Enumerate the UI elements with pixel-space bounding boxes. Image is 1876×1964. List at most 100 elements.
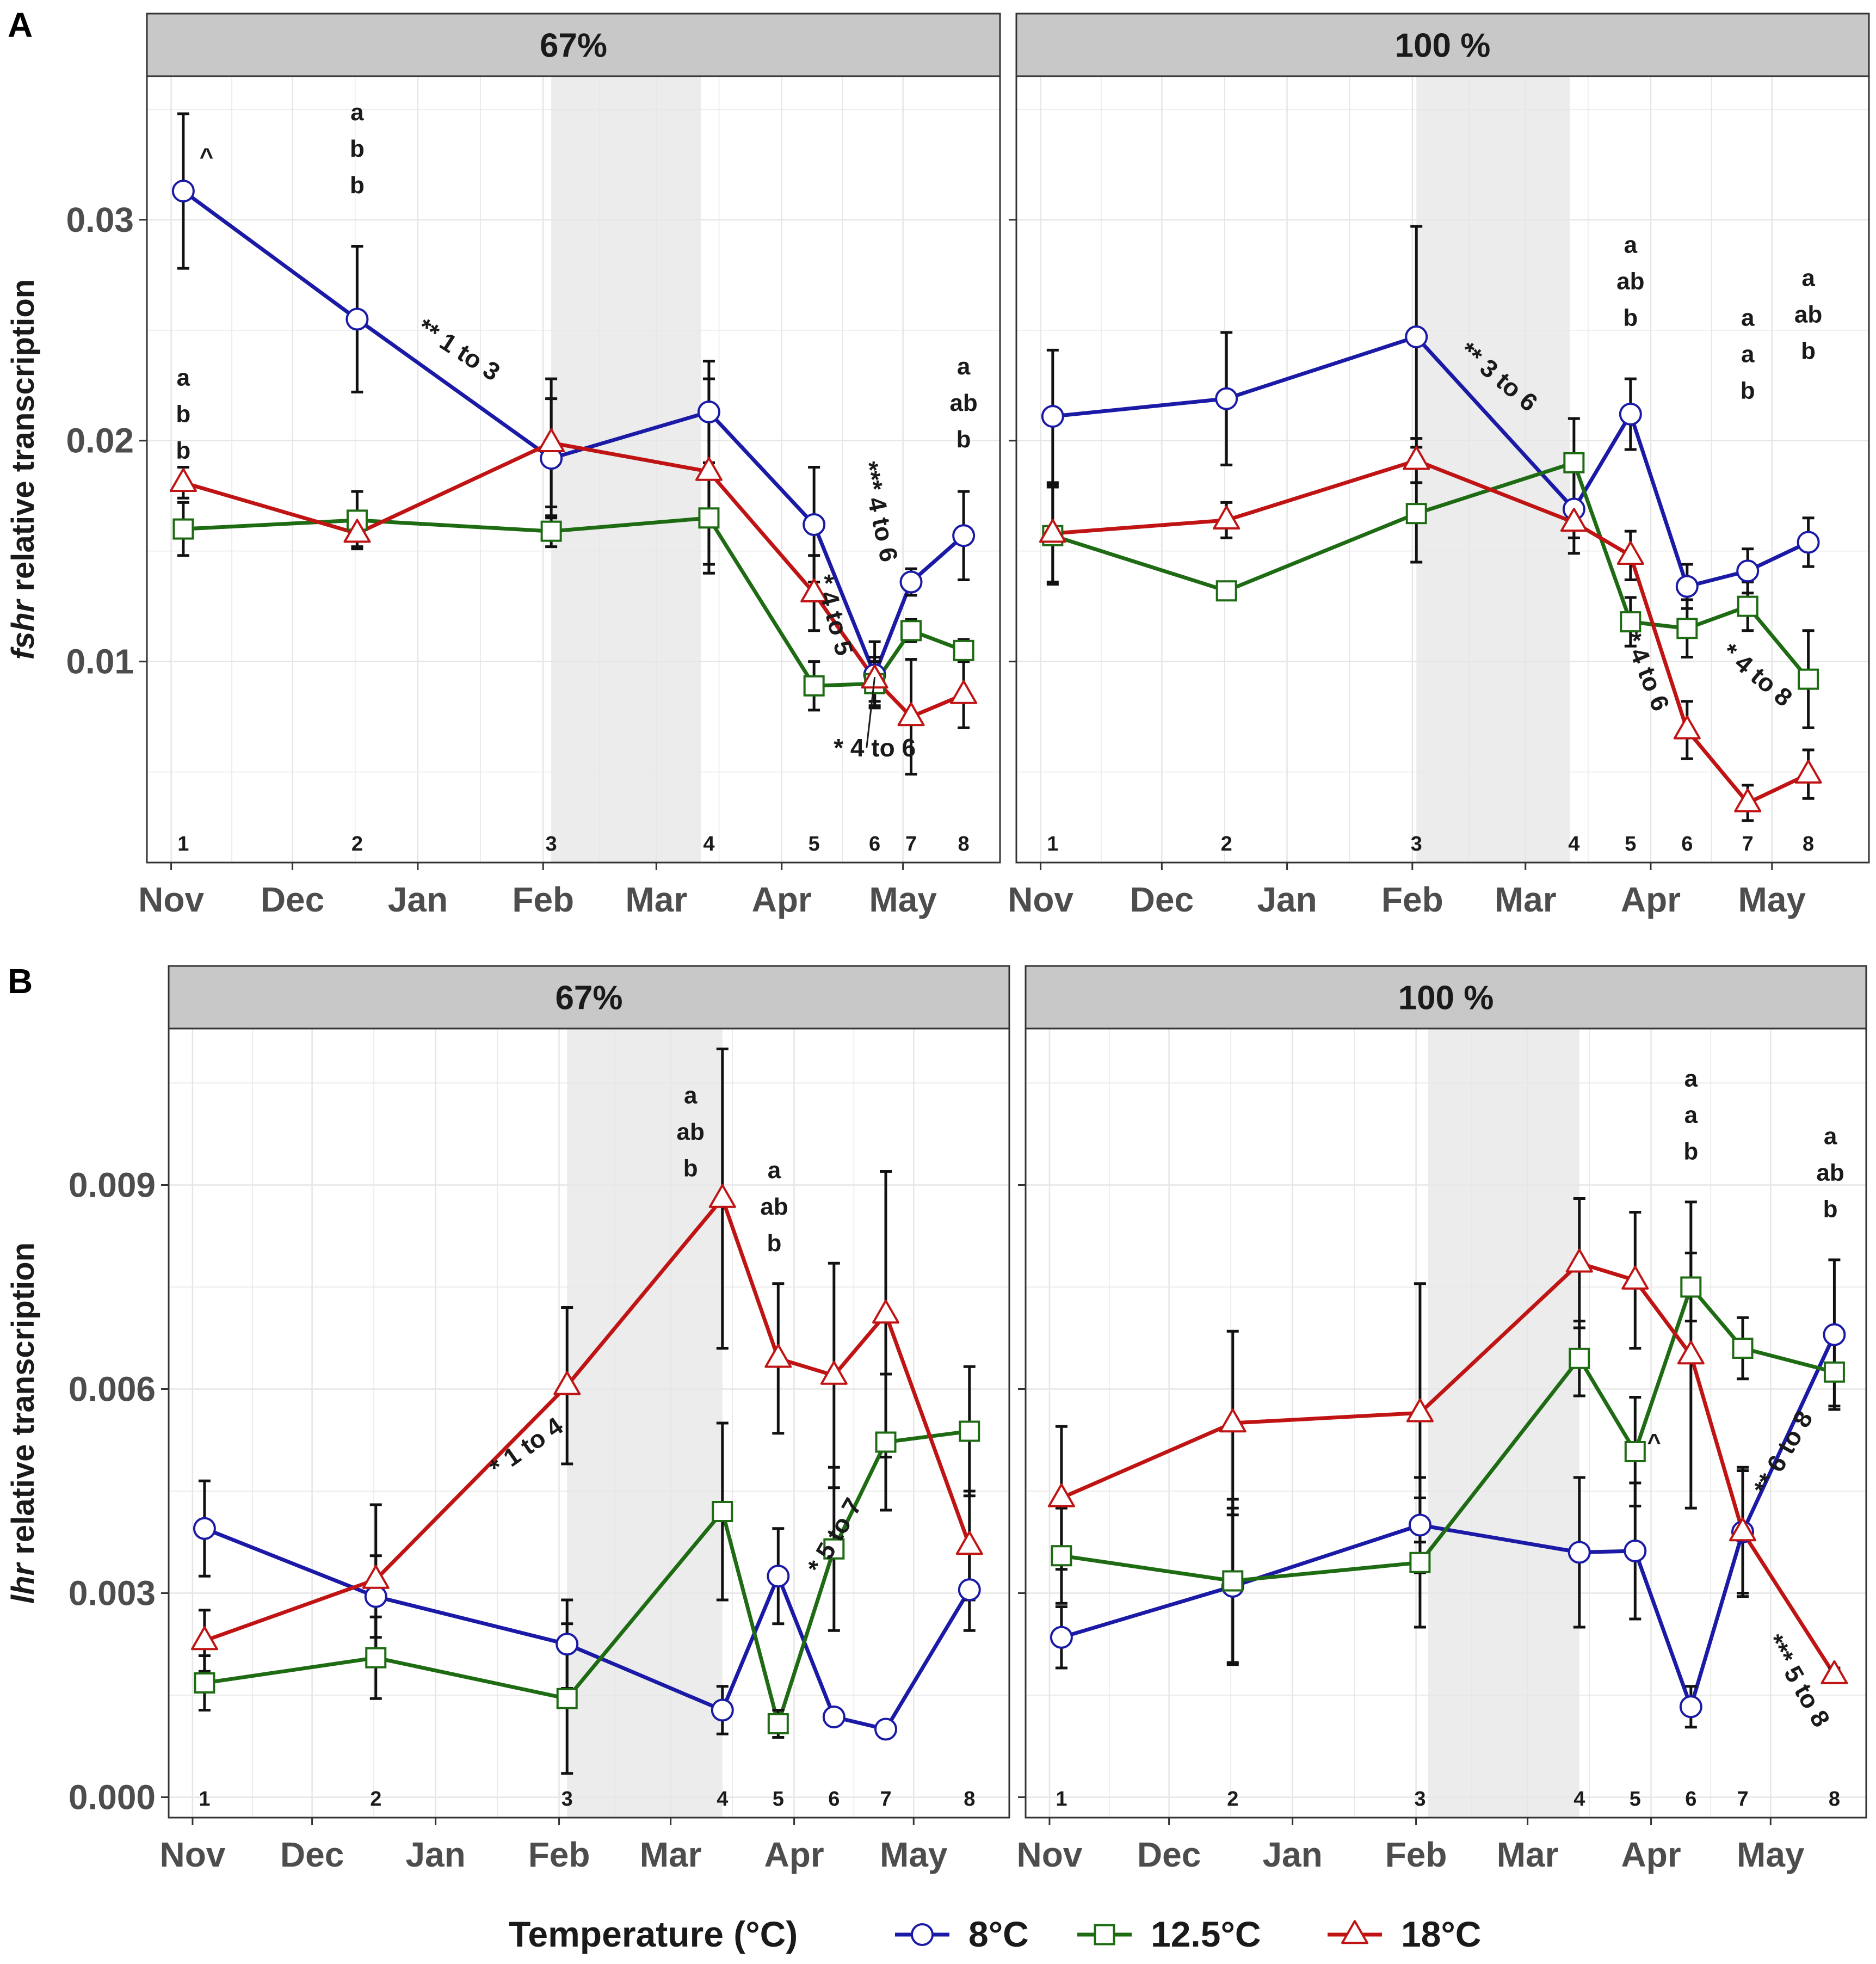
y-axis-title: fshr relative transcription [5, 279, 41, 660]
significance-letter: b [1823, 1196, 1838, 1223]
markers-t18 [1047, 1248, 1848, 1684]
legend-label: 18°C [1401, 1914, 1481, 1954]
sample-number: 8 [958, 833, 970, 855]
data-point-t8 [697, 400, 720, 423]
significance-letter: b [1683, 1138, 1698, 1165]
x-tick-label: Dec [280, 1835, 344, 1874]
data-point-t125 [712, 1501, 733, 1522]
data-point-t8 [874, 1717, 898, 1741]
significance-letter: a [1684, 1101, 1698, 1128]
data-point-t8 [958, 1578, 981, 1602]
x-tick-label: Feb [528, 1835, 590, 1874]
x-tick-label: Apr [1621, 880, 1681, 919]
legend-item-t8: 8°C [895, 1914, 1029, 1954]
sample-numbers: 1 2 3 4 5 6 7 8 [1047, 833, 1814, 855]
markers-t18 [1039, 446, 1822, 812]
caret-marker: ^ [200, 143, 214, 170]
y-axis: 0.000 0.003 0.006 0.009 lhr relative transcr… [5, 1166, 169, 1817]
sample-number: 6 [1681, 833, 1693, 855]
data-point-t8 [171, 180, 195, 203]
data-point-t125 [1563, 452, 1585, 473]
significance-letter: ab [1816, 1160, 1844, 1186]
data-point-t8 [193, 1517, 216, 1540]
gridlines [169, 1029, 1009, 1818]
data-point-t125 [767, 1713, 789, 1734]
x-tick-label: Jan [1262, 1835, 1322, 1874]
sample-number: 8 [964, 1788, 975, 1811]
data-point-t18 [950, 680, 978, 704]
legend-label: 8°C [968, 1914, 1029, 1954]
data-point-t8 [767, 1565, 790, 1588]
y-tick-label: 0.000 [69, 1778, 156, 1817]
sample-number: 7 [1742, 833, 1754, 855]
data-point-t8 [1736, 559, 1760, 583]
significance-letter: b [350, 172, 365, 199]
data-point-t18 [169, 468, 197, 492]
significance-letter: b [176, 401, 190, 427]
x-axis: Nov Dec Jan Feb Mar Apr May [1008, 863, 1806, 919]
data-point-t8 [1408, 1513, 1431, 1537]
x-tick-label: Feb [1381, 880, 1443, 919]
data-point-t18 [1677, 1340, 1705, 1365]
y-tick-label: 0.006 [69, 1370, 156, 1409]
facet-strip [168, 965, 1010, 1030]
facet-strip [1015, 13, 1870, 77]
facet-strip [1025, 965, 1867, 1030]
significance-letter: b [767, 1230, 782, 1257]
data-point-t125 [953, 639, 974, 661]
sample-number: 2 [370, 1788, 381, 1811]
data-point-t8 [899, 570, 923, 594]
data-point-t18 [897, 702, 925, 727]
x-tick-label: Nov [1008, 880, 1073, 919]
significance-letter: b [176, 437, 190, 464]
data-point-t125 [1222, 1570, 1244, 1592]
shaded-period [567, 1029, 723, 1818]
data-point-t18 [362, 1565, 390, 1589]
sample-numbers: 1 2 3 4 5 6 7 8 [177, 833, 969, 855]
gridlines [1016, 76, 1869, 863]
legend-label: 12.5°C [1151, 1914, 1261, 1954]
data-point-t18 [708, 1184, 736, 1208]
data-point-t125 [1798, 668, 1819, 690]
sample-number: 1 [1056, 1788, 1067, 1811]
x-axis: Nov Dec Jan Feb Mar Apr May [138, 863, 937, 919]
data-point-t125 [1409, 1552, 1431, 1573]
data-point-t18 [764, 1344, 792, 1368]
series-line-t18 [182, 441, 965, 719]
data-point-t8 [556, 1633, 579, 1656]
data-point-t8 [711, 1698, 734, 1722]
significance-letter: ab [760, 1193, 788, 1220]
sample-number: 6 [1685, 1788, 1696, 1811]
data-point-t8 [1568, 1541, 1591, 1564]
data-point-t18 [1039, 519, 1066, 543]
markers-t18 [190, 1184, 983, 1651]
x-tick-label: Jan [405, 1835, 465, 1874]
data-point-t18 [861, 664, 888, 689]
data-point-t8 [952, 524, 976, 547]
data-point-t8 [1405, 325, 1428, 348]
sample-number: 5 [809, 833, 820, 855]
panel-letter-b: B [8, 962, 33, 1001]
x-tick-label: May [880, 1835, 948, 1874]
panel-letter-a: A [8, 5, 33, 45]
data-point-t18 [1406, 1398, 1434, 1423]
data-point-t125 [556, 1688, 578, 1709]
panel-a-67: 67% 0.01 0.02 0.03 fshr relative transcripti… [5, 13, 1001, 919]
y-axis [1009, 219, 1016, 663]
sample-numbers: 1 2 3 4 5 6 7 8 [1056, 1788, 1840, 1811]
x-axis: Nov Dec Jan Feb Mar Apr May [159, 1818, 948, 1874]
series-line-t18 [1052, 458, 1810, 805]
x-tick-label: May [1738, 880, 1806, 919]
x-tick-label: Mar [640, 1835, 702, 1874]
sample-number: 6 [869, 833, 880, 855]
series-line-t18 [203, 1197, 972, 1643]
data-point-t18 [1621, 1265, 1649, 1290]
data-point-t125 [1215, 580, 1237, 602]
facet-strip [146, 13, 1001, 77]
x-tick-label: Mar [625, 880, 687, 919]
legend-key-triangle [1341, 1920, 1368, 1944]
significance-letter: a [1741, 305, 1755, 331]
x-tick-label: Dec [1137, 1835, 1201, 1874]
data-point-t18 [343, 519, 371, 543]
